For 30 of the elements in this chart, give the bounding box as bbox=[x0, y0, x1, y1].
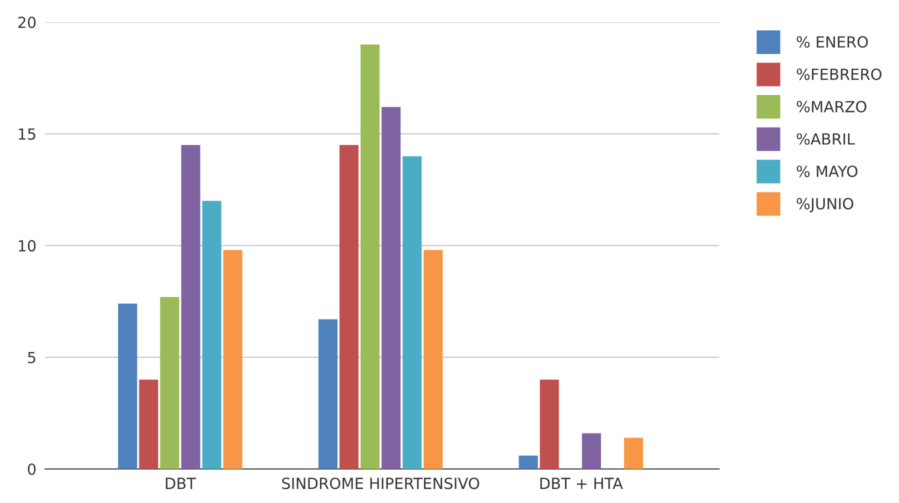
bar bbox=[139, 380, 158, 469]
legend-label: % ENERO bbox=[796, 36, 868, 48]
bar bbox=[360, 44, 380, 469]
bar bbox=[181, 145, 200, 469]
bar bbox=[582, 433, 601, 469]
bar bbox=[160, 296, 180, 469]
bar bbox=[624, 438, 644, 469]
legend-label: %ABRIL bbox=[796, 133, 855, 145]
bar bbox=[223, 250, 242, 469]
bar bbox=[540, 380, 559, 469]
y-tick-label: 15 bbox=[18, 128, 36, 140]
x-tick-label: DBT bbox=[166, 478, 196, 489]
bar bbox=[118, 304, 138, 469]
y-tick-label: 20 bbox=[18, 16, 36, 28]
y-tick-label: 5 bbox=[28, 352, 36, 364]
bar bbox=[518, 456, 538, 469]
bar bbox=[318, 319, 338, 469]
legend-label: %FEBRERO bbox=[796, 68, 882, 80]
y-tick-label: 10 bbox=[18, 240, 36, 252]
bar bbox=[382, 107, 401, 469]
y-tick-label: 0 bbox=[28, 463, 36, 476]
legend-label: %JUNIO bbox=[796, 198, 854, 212]
bar bbox=[402, 156, 422, 469]
legend-label: %MARZO bbox=[796, 100, 866, 112]
x-tick-label: DBT + HTA bbox=[540, 478, 623, 489]
bar bbox=[339, 145, 359, 469]
x-tick-label: SINDROME HIPERTENSIVO bbox=[282, 478, 480, 490]
bar bbox=[202, 200, 222, 469]
bar bbox=[424, 250, 443, 469]
legend-label: % MAYO bbox=[796, 166, 858, 178]
